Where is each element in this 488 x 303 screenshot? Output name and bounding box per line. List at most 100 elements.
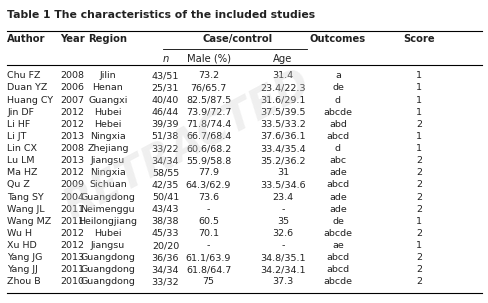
Text: 32.6: 32.6	[272, 229, 293, 238]
Text: 50/41: 50/41	[151, 193, 179, 201]
Text: de: de	[331, 217, 343, 226]
Text: Lu LM: Lu LM	[7, 156, 35, 165]
Text: 2: 2	[416, 193, 422, 201]
Text: 2013: 2013	[60, 132, 84, 141]
Text: abcd: abcd	[325, 253, 349, 262]
Text: Jiangsu: Jiangsu	[91, 241, 125, 250]
Text: 33.5/33.2: 33.5/33.2	[260, 120, 305, 129]
Text: 77.9: 77.9	[198, 168, 219, 177]
Text: 34.2/34.1: 34.2/34.1	[260, 265, 305, 274]
Text: Hubei: Hubei	[94, 108, 122, 117]
Text: Jin DF: Jin DF	[7, 108, 34, 117]
Text: 2: 2	[416, 205, 422, 214]
Text: Wang MZ: Wang MZ	[7, 217, 51, 226]
Text: 2: 2	[416, 253, 422, 262]
Text: 40/40: 40/40	[151, 95, 179, 105]
Text: 55.9/58.8: 55.9/58.8	[185, 156, 231, 165]
Text: 34/34: 34/34	[151, 265, 179, 274]
Text: Yang JJ: Yang JJ	[7, 265, 38, 274]
Text: 73.9/72.7: 73.9/72.7	[185, 108, 231, 117]
Text: 2004: 2004	[60, 193, 84, 201]
Text: Ningxia: Ningxia	[90, 132, 125, 141]
Text: 39/39: 39/39	[151, 120, 179, 129]
Text: 1: 1	[416, 241, 422, 250]
Text: Tang SY: Tang SY	[7, 193, 44, 201]
Text: 61.1/63.9: 61.1/63.9	[185, 253, 231, 262]
Text: 23.4: 23.4	[272, 193, 293, 201]
Text: 38/38: 38/38	[151, 217, 179, 226]
Text: 71.8/74.4: 71.8/74.4	[185, 120, 231, 129]
Text: 2012: 2012	[60, 120, 84, 129]
Text: ade: ade	[328, 193, 346, 201]
Text: 37.6/36.1: 37.6/36.1	[260, 132, 305, 141]
Text: 1: 1	[416, 108, 422, 117]
Text: 34/34: 34/34	[151, 156, 179, 165]
Text: Guangdong: Guangdong	[81, 265, 135, 274]
Text: Zhou B: Zhou B	[7, 278, 41, 286]
Text: Duan YZ: Duan YZ	[7, 83, 47, 92]
Text: 35: 35	[276, 217, 288, 226]
Text: abcd: abcd	[325, 132, 349, 141]
Text: 36/36: 36/36	[151, 253, 179, 262]
Text: 2: 2	[416, 265, 422, 274]
Text: abcde: abcde	[323, 229, 352, 238]
Text: 23.4/22.3: 23.4/22.3	[260, 83, 305, 92]
Text: -: -	[206, 205, 210, 214]
Text: 2012: 2012	[60, 168, 84, 177]
Text: Li JT: Li JT	[7, 132, 27, 141]
Text: 43/51: 43/51	[151, 71, 179, 80]
Text: Outcomes: Outcomes	[309, 34, 365, 44]
Text: RETRACTED: RETRACTED	[56, 63, 317, 228]
Text: 2011: 2011	[60, 265, 84, 274]
Text: ade: ade	[328, 205, 346, 214]
Text: d: d	[334, 95, 340, 105]
Text: 58/55: 58/55	[151, 168, 179, 177]
Text: Wu H: Wu H	[7, 229, 32, 238]
Text: 2013: 2013	[60, 253, 84, 262]
Text: Hebei: Hebei	[94, 120, 122, 129]
Text: 20/20: 20/20	[151, 241, 179, 250]
Text: Male (%): Male (%)	[186, 54, 230, 64]
Text: 31.6/29.1: 31.6/29.1	[260, 95, 305, 105]
Text: 2008: 2008	[60, 144, 84, 153]
Text: 33/22: 33/22	[151, 144, 179, 153]
Text: ae: ae	[331, 241, 343, 250]
Text: 61.8/64.7: 61.8/64.7	[185, 265, 231, 274]
Text: abcd: abcd	[325, 181, 349, 189]
Text: 2: 2	[416, 120, 422, 129]
Text: Region: Region	[88, 34, 127, 44]
Text: Age: Age	[273, 54, 292, 64]
Text: a: a	[334, 71, 340, 80]
Text: Guangdong: Guangdong	[81, 253, 135, 262]
Text: 76/65.7: 76/65.7	[190, 83, 226, 92]
Text: Ningxia: Ningxia	[90, 168, 125, 177]
Text: 1: 1	[416, 83, 422, 92]
Text: 1: 1	[416, 71, 422, 80]
Text: abcd: abcd	[325, 265, 349, 274]
Text: 34.8/35.1: 34.8/35.1	[260, 253, 305, 262]
Text: Jiangsu: Jiangsu	[91, 156, 125, 165]
Text: Year: Year	[60, 34, 84, 44]
Text: 60.5: 60.5	[198, 217, 219, 226]
Text: Huang CY: Huang CY	[7, 95, 53, 105]
Text: 37.5/39.5: 37.5/39.5	[260, 108, 305, 117]
Text: 2: 2	[416, 181, 422, 189]
Text: Li HF: Li HF	[7, 120, 30, 129]
Text: Guangxi: Guangxi	[88, 95, 127, 105]
Text: 64.3/62.9: 64.3/62.9	[185, 181, 231, 189]
Text: 2011: 2011	[60, 205, 84, 214]
Text: Hubei: Hubei	[94, 229, 122, 238]
Text: 2011: 2011	[60, 217, 84, 226]
Text: 1: 1	[416, 217, 422, 226]
Text: Wang JL: Wang JL	[7, 205, 45, 214]
Text: 2009: 2009	[60, 181, 84, 189]
Text: 31.4: 31.4	[272, 71, 293, 80]
Text: Table 1 The characteristics of the included studies: Table 1 The characteristics of the inclu…	[7, 11, 315, 21]
Text: 2012: 2012	[60, 108, 84, 117]
Text: d: d	[334, 144, 340, 153]
Text: 2010: 2010	[60, 278, 84, 286]
Text: 2012: 2012	[60, 241, 84, 250]
Text: 2012: 2012	[60, 229, 84, 238]
Text: 75: 75	[202, 278, 214, 286]
Text: 42/35: 42/35	[151, 181, 179, 189]
